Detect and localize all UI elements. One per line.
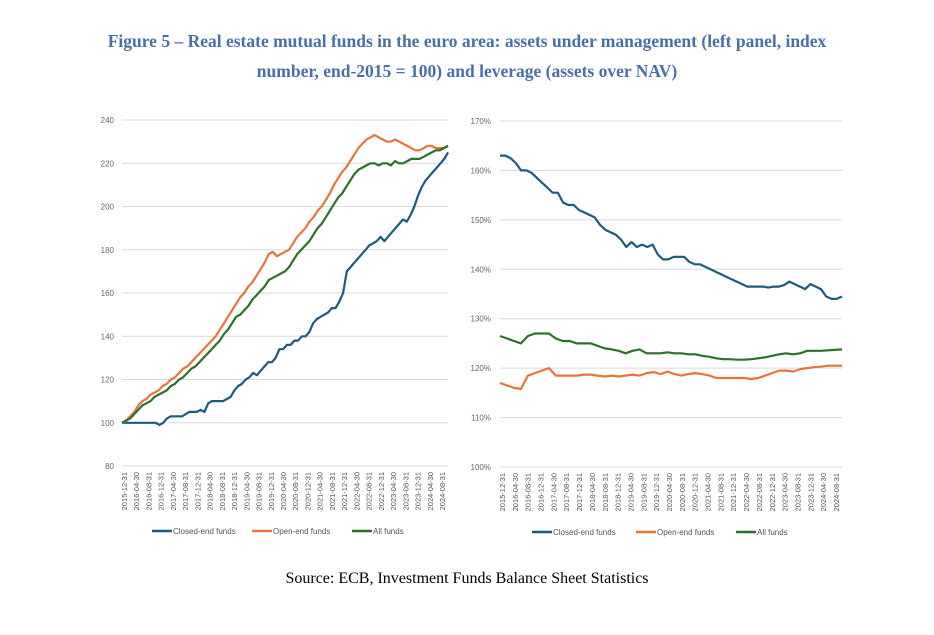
right-ytick-label: 100% bbox=[471, 463, 491, 472]
right-xtick-label: 2023-12-31 bbox=[806, 473, 815, 511]
right-xtick-label: 2017-04-30 bbox=[549, 473, 558, 511]
figure-title-line2: number, end-2015 = 100) and leverage (as… bbox=[256, 61, 678, 81]
left-ytick-label: 240 bbox=[101, 116, 115, 125]
right-legend-label-open: Open-end funds bbox=[657, 528, 714, 537]
left-xtick-label: 2016-08-31 bbox=[144, 472, 153, 510]
left-xtick-label: 2018-08-31 bbox=[218, 472, 227, 510]
right-legend-label-closed: Closed-end funds bbox=[553, 528, 616, 537]
left-xtick-label: 2018-12-31 bbox=[230, 472, 239, 510]
right-xtick-label: 2018-04-30 bbox=[588, 473, 597, 511]
right-xtick-label: 2016-08-31 bbox=[524, 473, 533, 511]
right-xtick-label: 2021-12-31 bbox=[729, 473, 738, 511]
left-xtick-label: 2019-04-30 bbox=[242, 472, 251, 510]
left-ytick-label: 220 bbox=[101, 159, 115, 168]
left-ytick-label: 80 bbox=[105, 462, 114, 471]
left-series-all bbox=[121, 144, 449, 424]
figure-title-line1: Figure 5 – Real estate mutual funds in t… bbox=[107, 31, 827, 51]
right-xtick-label: 2024-04-30 bbox=[819, 473, 828, 511]
left-xtick-label: 2016-12-31 bbox=[157, 472, 166, 510]
left-xtick-label: 2021-12-31 bbox=[340, 472, 349, 510]
right-xtick-label: 2016-12-31 bbox=[537, 473, 546, 511]
right-xtick-label: 2020-08-31 bbox=[678, 473, 687, 511]
right-xtick-label: 2020-04-30 bbox=[665, 473, 674, 511]
right-xtick-label: 2023-08-31 bbox=[793, 473, 802, 511]
left-ytick-label: 100 bbox=[101, 419, 115, 428]
right-xtick-label: 2019-08-31 bbox=[639, 473, 648, 511]
left-xtick-label: 2017-08-31 bbox=[181, 472, 190, 510]
right-xtick-label: 2018-08-31 bbox=[601, 473, 610, 511]
left-xtick-label: 2018-04-30 bbox=[206, 472, 215, 510]
left-xtick-label: 2015-12-31 bbox=[120, 472, 129, 510]
left-xtick-label: 2020-04-30 bbox=[279, 472, 288, 510]
right-xtick-label: 2017-12-31 bbox=[575, 473, 584, 511]
right-ytick-label: 150% bbox=[471, 216, 491, 225]
left-series-open bbox=[121, 134, 449, 424]
right-series-all bbox=[499, 332, 843, 361]
left-xtick-label: 2019-12-31 bbox=[267, 472, 276, 510]
figure-title: Figure 5 – Real estate mutual funds in t… bbox=[20, 26, 914, 86]
right-ytick-label: 160% bbox=[471, 166, 491, 175]
left-xtick-label: 2017-12-31 bbox=[193, 472, 202, 510]
left-ytick-label: 120 bbox=[101, 376, 115, 385]
right-xtick-label: 2020-12-31 bbox=[691, 473, 700, 511]
left-xtick-label: 2021-04-30 bbox=[316, 472, 325, 510]
left-legend-label-closed: Closed-end funds bbox=[173, 527, 236, 536]
left-ytick-label: 200 bbox=[101, 203, 115, 212]
right-series-open bbox=[499, 364, 842, 390]
right-ytick-label: 120% bbox=[471, 364, 491, 373]
right-xtick-label: 2022-08-31 bbox=[755, 473, 764, 511]
left-xtick-label: 2022-08-31 bbox=[365, 472, 374, 510]
left-xtick-label: 2020-08-31 bbox=[291, 472, 300, 510]
left-xtick-label: 2022-12-31 bbox=[377, 472, 386, 510]
right-xtick-label: 2022-04-30 bbox=[742, 473, 751, 511]
right-xtick-label: 2021-08-31 bbox=[716, 473, 725, 511]
left-xtick-label: 2023-08-31 bbox=[401, 472, 410, 510]
left-xtick-label: 2024-08-31 bbox=[438, 472, 447, 510]
left-xtick-label: 2023-12-31 bbox=[414, 472, 423, 510]
right-xtick-label: 2017-08-31 bbox=[562, 473, 571, 511]
right-xtick-label: 2019-04-30 bbox=[626, 473, 635, 511]
left-ytick-label: 180 bbox=[101, 246, 115, 255]
left-xtick-label: 2016-04-30 bbox=[132, 472, 141, 510]
left-xtick-label: 2019-08-31 bbox=[255, 472, 264, 510]
right-xtick-label: 2021-04-30 bbox=[704, 473, 713, 511]
right-xtick-label: 2024-08-31 bbox=[832, 473, 841, 511]
source-note: Source: ECB, Investment Funds Balance Sh… bbox=[285, 570, 649, 587]
right-xtick-label: 2018-12-31 bbox=[614, 473, 623, 511]
right-xtick-label: 2015-12-31 bbox=[498, 473, 507, 511]
right-legend-label-all: All funds bbox=[757, 528, 788, 537]
right-xtick-label: 2022-12-31 bbox=[768, 473, 777, 511]
right-xtick-label: 2019-12-31 bbox=[652, 473, 661, 511]
left-xtick-label: 2023-04-30 bbox=[389, 472, 398, 510]
left-xtick-label: 2017-04-30 bbox=[169, 472, 178, 510]
right-xtick-label: 2016-04-30 bbox=[511, 473, 520, 511]
left-xtick-label: 2020-12-31 bbox=[303, 472, 312, 510]
left-legend-label-all: All funds bbox=[373, 527, 404, 536]
left-xtick-label: 2022-04-30 bbox=[352, 472, 361, 510]
right-ytick-label: 110% bbox=[471, 414, 491, 423]
right-ytick-label: 140% bbox=[471, 265, 491, 274]
right-series-closed bbox=[500, 154, 843, 300]
left-xtick-label: 2024-04-30 bbox=[426, 472, 435, 510]
left-legend-label-open: Open-end funds bbox=[273, 527, 330, 536]
right-ytick-label: 170% bbox=[471, 117, 491, 126]
left-ytick-label: 160 bbox=[101, 289, 115, 298]
left-xtick-label: 2021-08-31 bbox=[328, 472, 337, 510]
right-ytick-label: 130% bbox=[471, 315, 491, 324]
left-series-closed bbox=[122, 151, 449, 426]
right-xtick-label: 2023-04-30 bbox=[781, 473, 790, 511]
right-panel: 100% 110% 120% 130% 140% 150% 160% 170% 2015-12-… bbox=[471, 117, 843, 537]
left-ytick-label: 140 bbox=[101, 332, 115, 341]
